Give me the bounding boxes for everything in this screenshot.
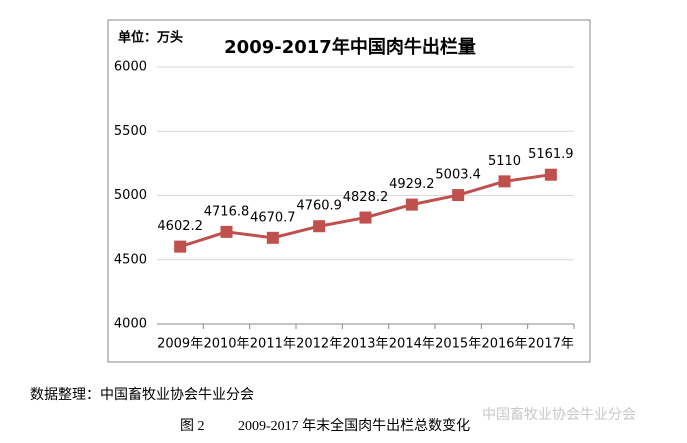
x-tick-label: 2012年 bbox=[296, 337, 342, 352]
marker bbox=[174, 240, 187, 253]
marker bbox=[544, 168, 557, 181]
data-label: 5003.4 bbox=[435, 168, 481, 183]
marker bbox=[452, 189, 465, 202]
data-label: 4828.2 bbox=[343, 190, 389, 205]
chart-frame bbox=[107, 19, 591, 363]
y-tick-label: 4000 bbox=[114, 317, 147, 332]
x-tick-label: 2009年 bbox=[157, 337, 203, 352]
watermark: 中国畜牧业协会牛业分会 bbox=[482, 407, 636, 423]
marker bbox=[220, 225, 233, 238]
chart-title: 2009-2017年中国肉牛出栏量 bbox=[224, 36, 476, 58]
marker bbox=[405, 198, 418, 211]
figure-caption: 2009-2017 年末全国肉牛出栏总数变化 bbox=[238, 417, 470, 434]
y-tick-label: 5000 bbox=[114, 188, 147, 203]
data-label: 4929.2 bbox=[389, 177, 435, 192]
data-label: 4716.8 bbox=[204, 204, 250, 219]
marker bbox=[359, 211, 372, 224]
x-tick-label: 2016年 bbox=[481, 337, 527, 352]
data-label: 5161.9 bbox=[528, 147, 574, 162]
marker bbox=[313, 220, 326, 233]
y-tick-label: 6000 bbox=[114, 60, 147, 75]
y-tick-label: 4500 bbox=[114, 252, 147, 267]
x-tick-label: 2017年 bbox=[528, 337, 574, 352]
x-tick-label: 2011年 bbox=[250, 337, 296, 352]
data-label: 4760.9 bbox=[296, 199, 342, 214]
data-label: 4670.7 bbox=[250, 210, 296, 225]
x-tick-label: 2015年 bbox=[435, 337, 481, 352]
x-tick-label: 2014年 bbox=[389, 337, 435, 352]
figure-label: 图 2 bbox=[180, 419, 205, 434]
y-tick-label: 5500 bbox=[114, 124, 147, 139]
x-tick-label: 2010年 bbox=[203, 337, 249, 352]
source-note: 数据整理：中国畜牧业协会牛业分会 bbox=[30, 387, 254, 403]
data-label: 4602.2 bbox=[157, 219, 203, 234]
marker bbox=[266, 231, 279, 244]
x-tick-label: 2013年 bbox=[342, 337, 388, 352]
unit-label: 单位：万头 bbox=[118, 30, 183, 46]
marker bbox=[498, 175, 511, 188]
data-label: 5110 bbox=[488, 154, 521, 169]
